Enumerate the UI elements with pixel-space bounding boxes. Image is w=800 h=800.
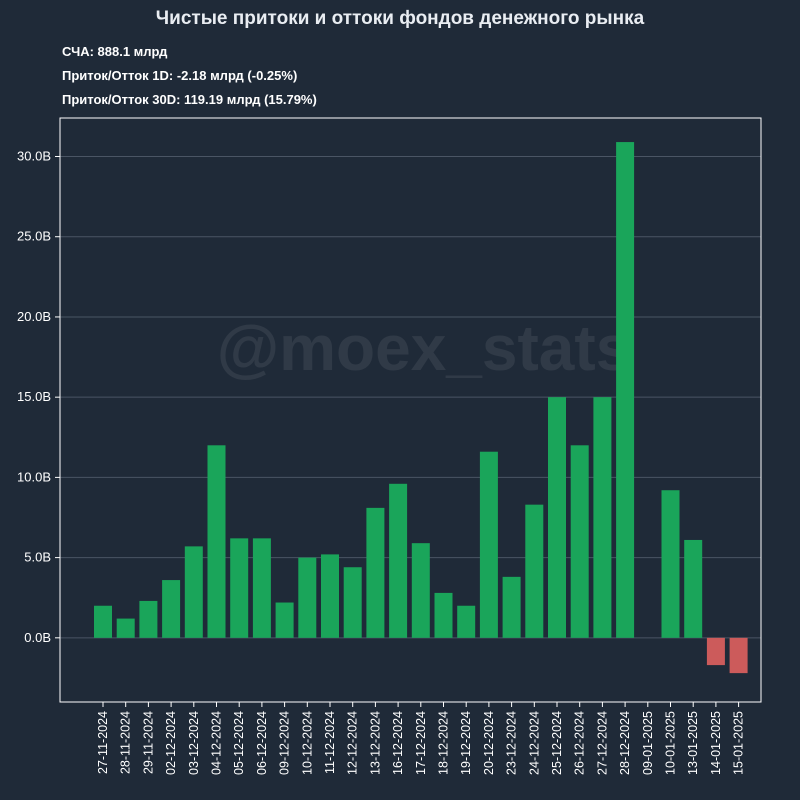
- x-tick-label: 27-12-2024: [595, 711, 609, 775]
- x-tick-label: 28-11-2024: [119, 711, 133, 774]
- x-tick-label: 20-12-2024: [482, 711, 496, 775]
- x-tick-label: 03-12-2024: [187, 711, 201, 775]
- bar: [502, 576, 521, 638]
- bars: [94, 142, 748, 674]
- x-tick-label: 09-01-2025: [641, 711, 655, 775]
- x-tick-label: 17-12-2024: [414, 711, 428, 775]
- bar: [298, 557, 317, 638]
- bar: [366, 507, 385, 638]
- x-tick-label: 24-12-2024: [527, 711, 541, 775]
- bar: [275, 602, 294, 638]
- x-tick-label: 13-12-2024: [368, 711, 382, 775]
- bar: [434, 592, 453, 638]
- bar: [479, 451, 498, 638]
- bar: [252, 538, 271, 638]
- bar: [729, 637, 748, 674]
- bar: [525, 504, 544, 638]
- plot-frame: [59, 117, 762, 703]
- nav-stat: СЧА: 888.1 млрд: [62, 44, 168, 59]
- x-tick-label: 27-11-2024: [96, 711, 110, 774]
- bar: [230, 538, 249, 638]
- x-tick-label: 12-12-2024: [346, 711, 360, 775]
- bar: [94, 605, 112, 638]
- y-tick-label: 30.0B: [17, 149, 51, 164]
- flow-30d-stat: Приток/Отток 30D: 119.19 млрд (15.79%): [62, 92, 317, 107]
- chart-title: Чистые притоки и оттоки фондов денежного…: [155, 8, 645, 29]
- bar: [321, 554, 339, 638]
- bar: [411, 543, 430, 638]
- bar: [548, 397, 566, 638]
- x-tick-label: 13-01-2025: [686, 711, 700, 775]
- x-tick-label: 19-12-2024: [459, 711, 473, 775]
- bar: [706, 637, 725, 666]
- bar: [207, 445, 226, 638]
- x-tick-label: 04-12-2024: [210, 711, 224, 775]
- bar: [593, 397, 612, 638]
- y-tick-label: 0.0B: [24, 630, 51, 645]
- x-tick-label: 09-12-2024: [278, 711, 292, 775]
- bar: [616, 142, 635, 638]
- x-axis: 27-11-2024 28-11-2024 29-11-2024 02-12-2024…: [96, 702, 746, 775]
- bar: [343, 567, 362, 638]
- x-tick-label: 02-12-2024: [164, 711, 178, 775]
- x-tick-label: 14-01-2025: [709, 711, 723, 775]
- x-tick-label: 11-12-2024: [323, 711, 337, 774]
- x-tick-label: 18-12-2024: [437, 711, 451, 775]
- bar: [162, 580, 181, 638]
- y-tick-label: 10.0B: [17, 469, 51, 484]
- watermark-text: @moex_stats: [217, 312, 632, 384]
- bar: [184, 546, 203, 638]
- x-tick-label: 15-01-2025: [732, 711, 746, 775]
- bar: [389, 483, 408, 638]
- y-tick-label: 25.0B: [17, 229, 51, 244]
- y-tick-label: 20.0B: [17, 309, 51, 324]
- bar: [457, 605, 476, 638]
- flow-1d-stat: Приток/Отток 1D: -2.18 млрд (-0.25%): [62, 68, 298, 83]
- x-tick-label: 25-12-2024: [550, 711, 564, 775]
- x-tick-label: 29-11-2024: [141, 711, 155, 774]
- x-tick-label: 10-01-2025: [664, 711, 678, 775]
- x-tick-label: 06-12-2024: [255, 711, 269, 775]
- x-tick-label: 10-12-2024: [300, 711, 314, 775]
- y-tick-label: 5.0B: [24, 550, 51, 565]
- y-tick-label: 15.0B: [17, 389, 51, 404]
- x-tick-label: 23-12-2024: [505, 711, 519, 775]
- x-tick-label: 28-12-2024: [618, 711, 632, 775]
- bar: [570, 445, 589, 638]
- x-tick-label: 26-12-2024: [573, 711, 587, 775]
- x-tick-label: 05-12-2024: [232, 711, 246, 775]
- bar: [684, 539, 703, 638]
- grid-lines: [60, 156, 761, 639]
- bar: [139, 600, 158, 638]
- y-axis: 0.0B 5.0B 10.0B 15.0B 20.0B 25.0B 30.0B: [17, 149, 60, 645]
- bar: [116, 618, 135, 638]
- x-tick-label: 16-12-2024: [391, 711, 405, 775]
- bar: [661, 490, 680, 638]
